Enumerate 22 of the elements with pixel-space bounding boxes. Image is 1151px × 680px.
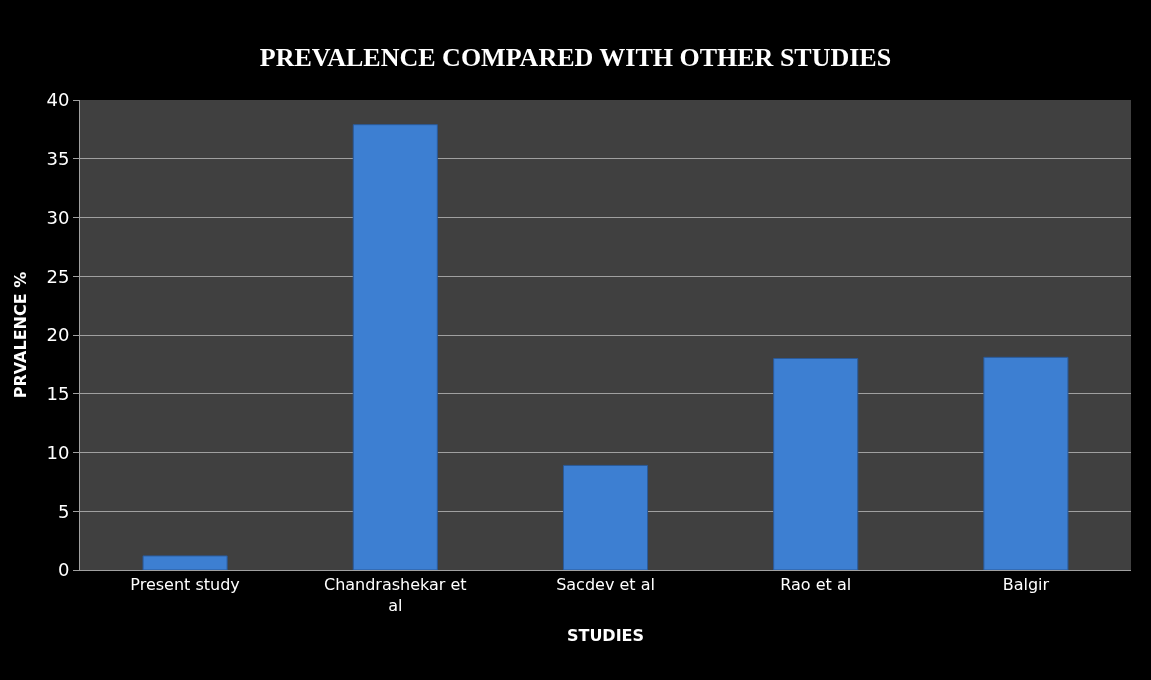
chart-title: PREVALENCE COMPARED WITH OTHER STUDIES xyxy=(259,42,892,72)
bar xyxy=(352,124,438,570)
y-tick-label: 15 xyxy=(46,383,70,405)
y-tick-label: 20 xyxy=(46,324,70,346)
x-axis-title: STUDIES xyxy=(566,625,645,645)
x-tick-label: Balgir xyxy=(1002,575,1050,595)
bar xyxy=(983,356,1069,570)
y-tick-label: 5 xyxy=(57,500,70,522)
y-axis-title: PRVALENCE % xyxy=(11,271,31,399)
bar xyxy=(773,358,859,570)
x-tick-label: Sacdev et al xyxy=(556,575,655,595)
y-tick-label: 10 xyxy=(46,441,70,463)
y-tick-label: 30 xyxy=(46,206,70,228)
x-tick-label: Chandrashekar et al xyxy=(323,575,467,615)
y-tick-label: 25 xyxy=(46,265,70,287)
y-tick-label: 35 xyxy=(46,148,70,170)
x-tick-label: Present study xyxy=(130,575,240,595)
bar xyxy=(562,464,649,570)
y-tick-label: 40 xyxy=(46,89,70,111)
bar xyxy=(142,555,228,570)
y-tick-label: 0 xyxy=(57,559,70,581)
x-tick-label: Rao et al xyxy=(780,575,852,595)
